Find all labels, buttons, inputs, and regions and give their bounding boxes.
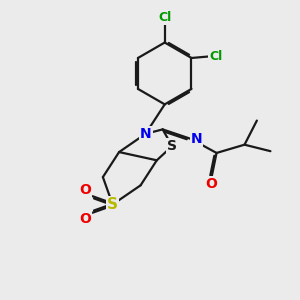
Text: N: N	[191, 132, 202, 146]
Text: O: O	[79, 183, 91, 197]
Text: O: O	[79, 212, 91, 226]
Text: S: S	[107, 197, 118, 212]
Text: S: S	[167, 139, 177, 153]
Text: Cl: Cl	[158, 11, 171, 24]
Text: O: O	[205, 177, 217, 191]
Text: N: N	[140, 127, 152, 141]
Text: Cl: Cl	[209, 50, 223, 63]
